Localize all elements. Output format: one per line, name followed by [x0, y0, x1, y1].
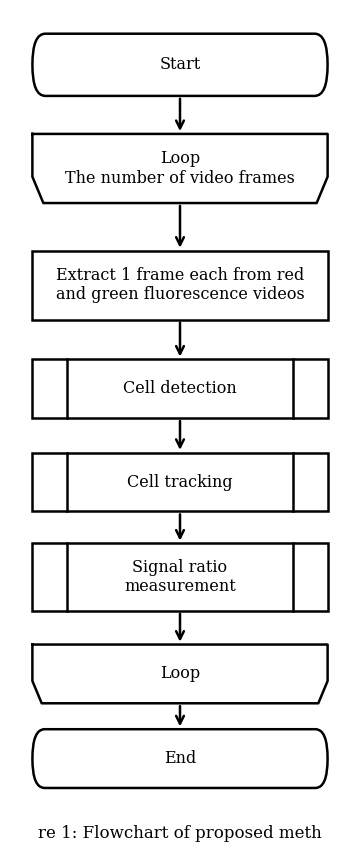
FancyBboxPatch shape: [32, 34, 328, 96]
Bar: [32, 251, 328, 320]
Text: Extract 1 frame each from red
and green fluorescence videos: Extract 1 frame each from red and green …: [56, 267, 304, 303]
Text: Cell detection: Cell detection: [123, 380, 237, 397]
Text: re 1: Flowchart of proposed meth: re 1: Flowchart of proposed meth: [38, 825, 322, 842]
Text: Cell tracking: Cell tracking: [127, 473, 233, 491]
Text: Signal ratio
measurement: Signal ratio measurement: [124, 559, 236, 595]
FancyBboxPatch shape: [32, 729, 328, 788]
Text: End: End: [164, 750, 196, 767]
Bar: [32, 543, 328, 611]
Text: Loop
The number of video frames: Loop The number of video frames: [65, 150, 295, 187]
Polygon shape: [32, 645, 328, 703]
Bar: [32, 359, 328, 418]
Text: Loop: Loop: [160, 665, 200, 683]
Polygon shape: [32, 134, 328, 203]
Text: Start: Start: [159, 56, 201, 73]
Bar: [32, 453, 328, 511]
